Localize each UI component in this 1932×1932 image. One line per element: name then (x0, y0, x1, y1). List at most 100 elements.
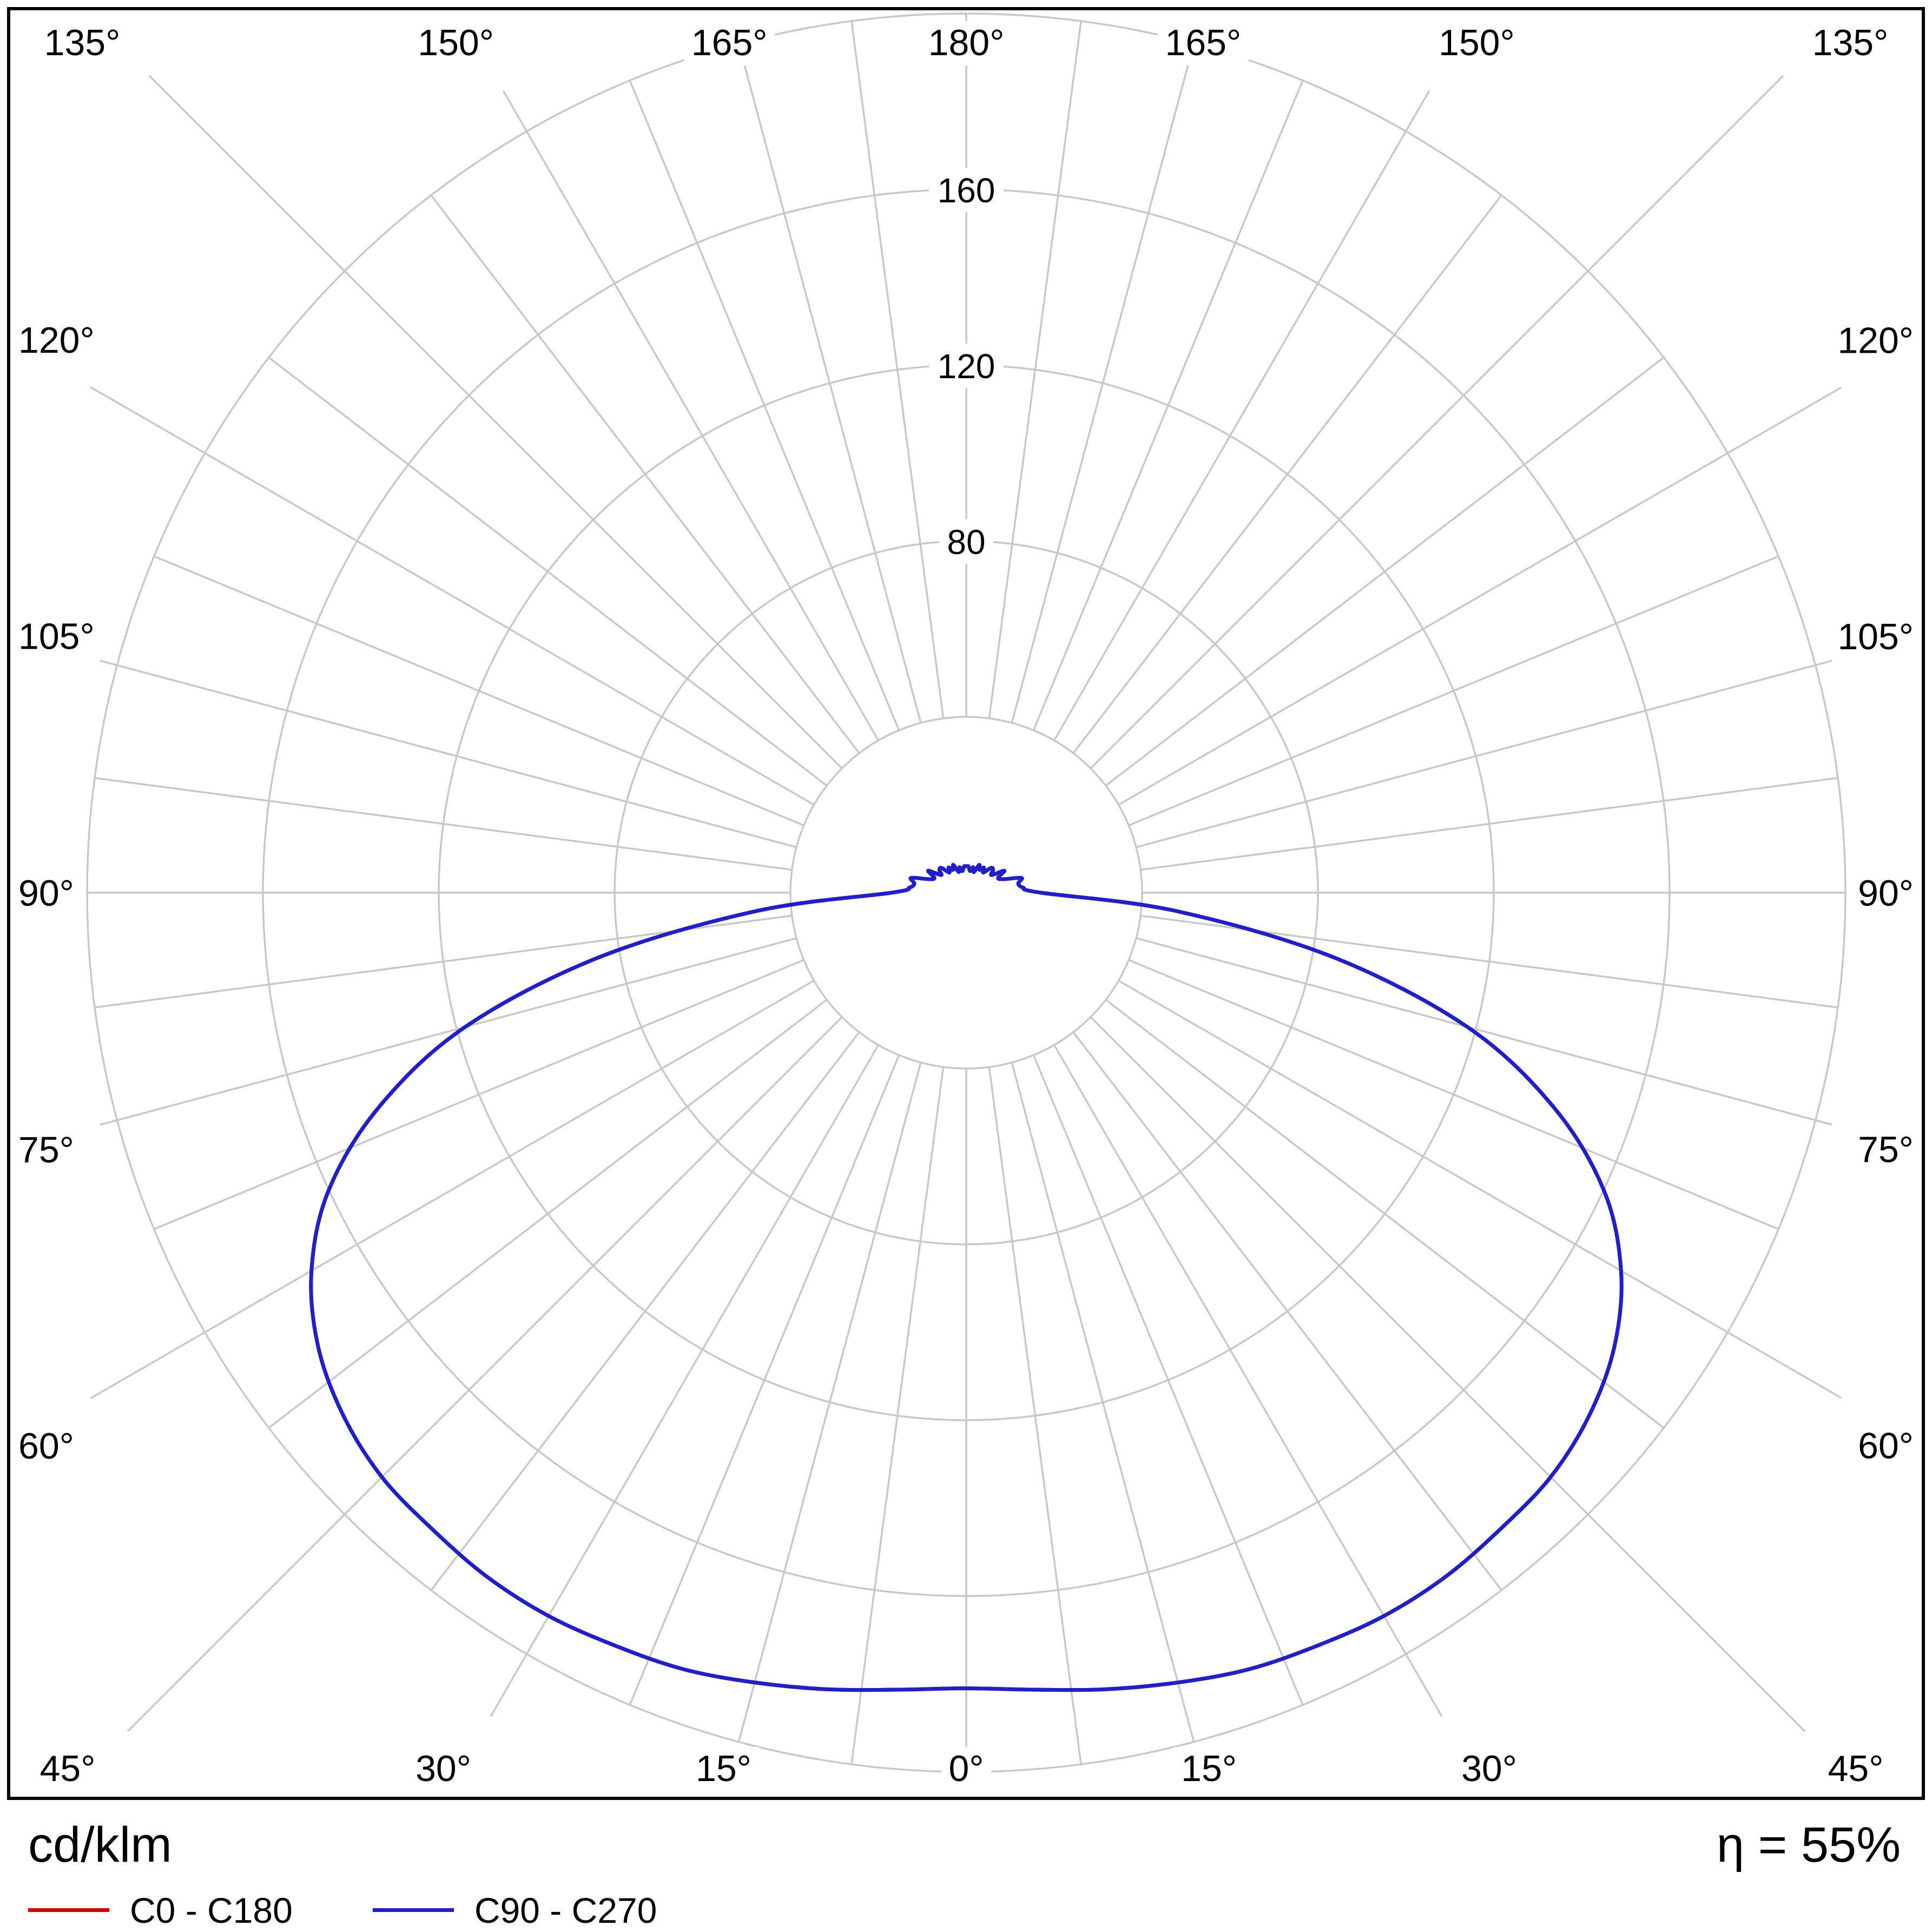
angle-label: 135° (1812, 22, 1889, 63)
grid-spoke-extension (1815, 1119, 1832, 1126)
grid-spoke (1053, 130, 1407, 741)
angle-label: 180° (928, 22, 1005, 63)
angle-label: 0° (948, 1748, 984, 1789)
grid-spoke (1136, 937, 1816, 1122)
angle-label-bg (1848, 1424, 1918, 1469)
angle-label-bg (14, 1424, 84, 1469)
grid-spoke (1136, 664, 1816, 848)
grid-spoke-extension (1587, 1513, 1806, 1732)
angle-label: 75° (1858, 1129, 1914, 1170)
grid-spoke (525, 1044, 880, 1655)
grid-spoke-extension (1815, 660, 1832, 667)
grid-spoke (1090, 270, 1589, 769)
angle-label-bg (32, 1747, 103, 1791)
plot-frame (7, 7, 1925, 1800)
chart-legend: C0 - C180 C90 - C270 (0, 1871, 1932, 1931)
grid-spoke-extension (1727, 1331, 1842, 1399)
grid-spoke (525, 130, 880, 741)
grid-spoke-extension (502, 90, 528, 132)
angle-label-bg (1454, 1747, 1525, 1791)
angle-label: 105° (1837, 616, 1914, 657)
grid-spoke (988, 1066, 1082, 1765)
series-curve-c90-c270 (309, 862, 1624, 1692)
radial-tick-label: 120 (938, 347, 995, 386)
legend-label-c90-c270: C90 - C270 (474, 1890, 657, 1930)
grid-spoke (1011, 1062, 1195, 1743)
legend-label-c0-c180: C0 - C180 (130, 1890, 293, 1930)
angle-label: 15° (1181, 1748, 1237, 1789)
grid-spoke-extension (90, 386, 206, 454)
grid-spoke (1090, 1016, 1589, 1515)
angle-label-bg (1431, 21, 1522, 65)
grid-spoke (154, 555, 805, 827)
grid-spoke (850, 21, 945, 719)
grid-spoke (204, 979, 815, 1334)
grid-spoke (344, 1016, 843, 1515)
grid-spoke-extension (1405, 1653, 1443, 1717)
angle-label: 120° (18, 320, 95, 361)
grid-spoke (344, 270, 843, 769)
grid-spoke (737, 43, 922, 723)
angle-label: 90° (1858, 873, 1914, 914)
polar-intensity-chart: 0° 15° 15° 30° 30° 45° 45° 60° 60° 75° 75° 90° 90° 10… (7, 7, 1925, 1800)
grid-spoke (1053, 1044, 1407, 1655)
radial-label-bg (939, 519, 993, 564)
grid-spoke (1128, 959, 1779, 1230)
footer-row: cd/klm η = 55% (0, 1807, 1932, 1871)
angle-label: 150° (418, 22, 494, 63)
grid-spoke (268, 999, 828, 1429)
angle-label-bg (1848, 1128, 1918, 1173)
angle-label: 30° (1461, 1748, 1517, 1789)
angle-label-bg (410, 21, 502, 65)
grid-spoke-extension (1587, 75, 1784, 272)
angle-label-bg (14, 872, 84, 916)
grid-spoke (1118, 979, 1729, 1334)
angle-label-bg (921, 21, 1012, 65)
angle-label: 150° (1439, 22, 1515, 63)
grid-spoke (1128, 555, 1779, 827)
grid-spoke-extension (490, 1653, 528, 1717)
legend-item-c0-c180: C0 - C180 (28, 1890, 293, 1931)
angle-label-bg (1848, 872, 1918, 916)
grid-spoke-extension (1405, 90, 1430, 132)
grid-spoke (1032, 80, 1304, 731)
grid-spoke-extension (90, 1331, 206, 1399)
grid-spoke (154, 959, 805, 1230)
angle-label-bg (1805, 21, 1896, 65)
grid-spoke (629, 80, 900, 731)
chart-footer: cd/klm η = 55% C0 - C180 C90 - C270 (0, 1807, 1932, 1931)
angle-label-bg (1157, 21, 1249, 65)
angle-label-bg (1821, 1747, 1891, 1791)
angle-label-bg (14, 615, 105, 660)
angle-label-bg (1827, 319, 1918, 364)
grid-spoke-extension (100, 660, 117, 667)
c0-c180-line-swatch (28, 1908, 109, 1913)
angle-label-bg (941, 1747, 991, 1791)
angle-label: 165° (1165, 22, 1242, 63)
angle-label: 45° (40, 1748, 96, 1789)
angle-label-bg (37, 21, 128, 65)
grid-spoke (629, 1054, 900, 1705)
angle-label-bg (14, 319, 105, 364)
angle-label: 105° (18, 616, 95, 657)
radial-tick-label: 160 (938, 171, 995, 210)
angle-label: 60° (18, 1426, 74, 1467)
angle-label: 15° (696, 1748, 751, 1789)
angle-label: 45° (1828, 1748, 1884, 1789)
grid-spoke (430, 1031, 860, 1591)
angle-label: 165° (691, 22, 768, 63)
angle-label-bg (1827, 615, 1918, 660)
grid-spoke-extension (1727, 386, 1842, 454)
grid-spoke (850, 1066, 945, 1765)
legend-item-c90-c270: C90 - C270 (372, 1890, 657, 1931)
grid-spoke (1118, 452, 1729, 806)
grid-spoke (116, 937, 797, 1122)
angle-label: 30° (416, 1748, 471, 1789)
radial-label-bg (929, 344, 1004, 388)
angle-label: 135° (44, 22, 121, 63)
grid-spoke (1105, 999, 1665, 1429)
angle-label: 90° (18, 873, 74, 914)
grid-spoke (204, 452, 815, 806)
grid-spoke (94, 777, 793, 871)
